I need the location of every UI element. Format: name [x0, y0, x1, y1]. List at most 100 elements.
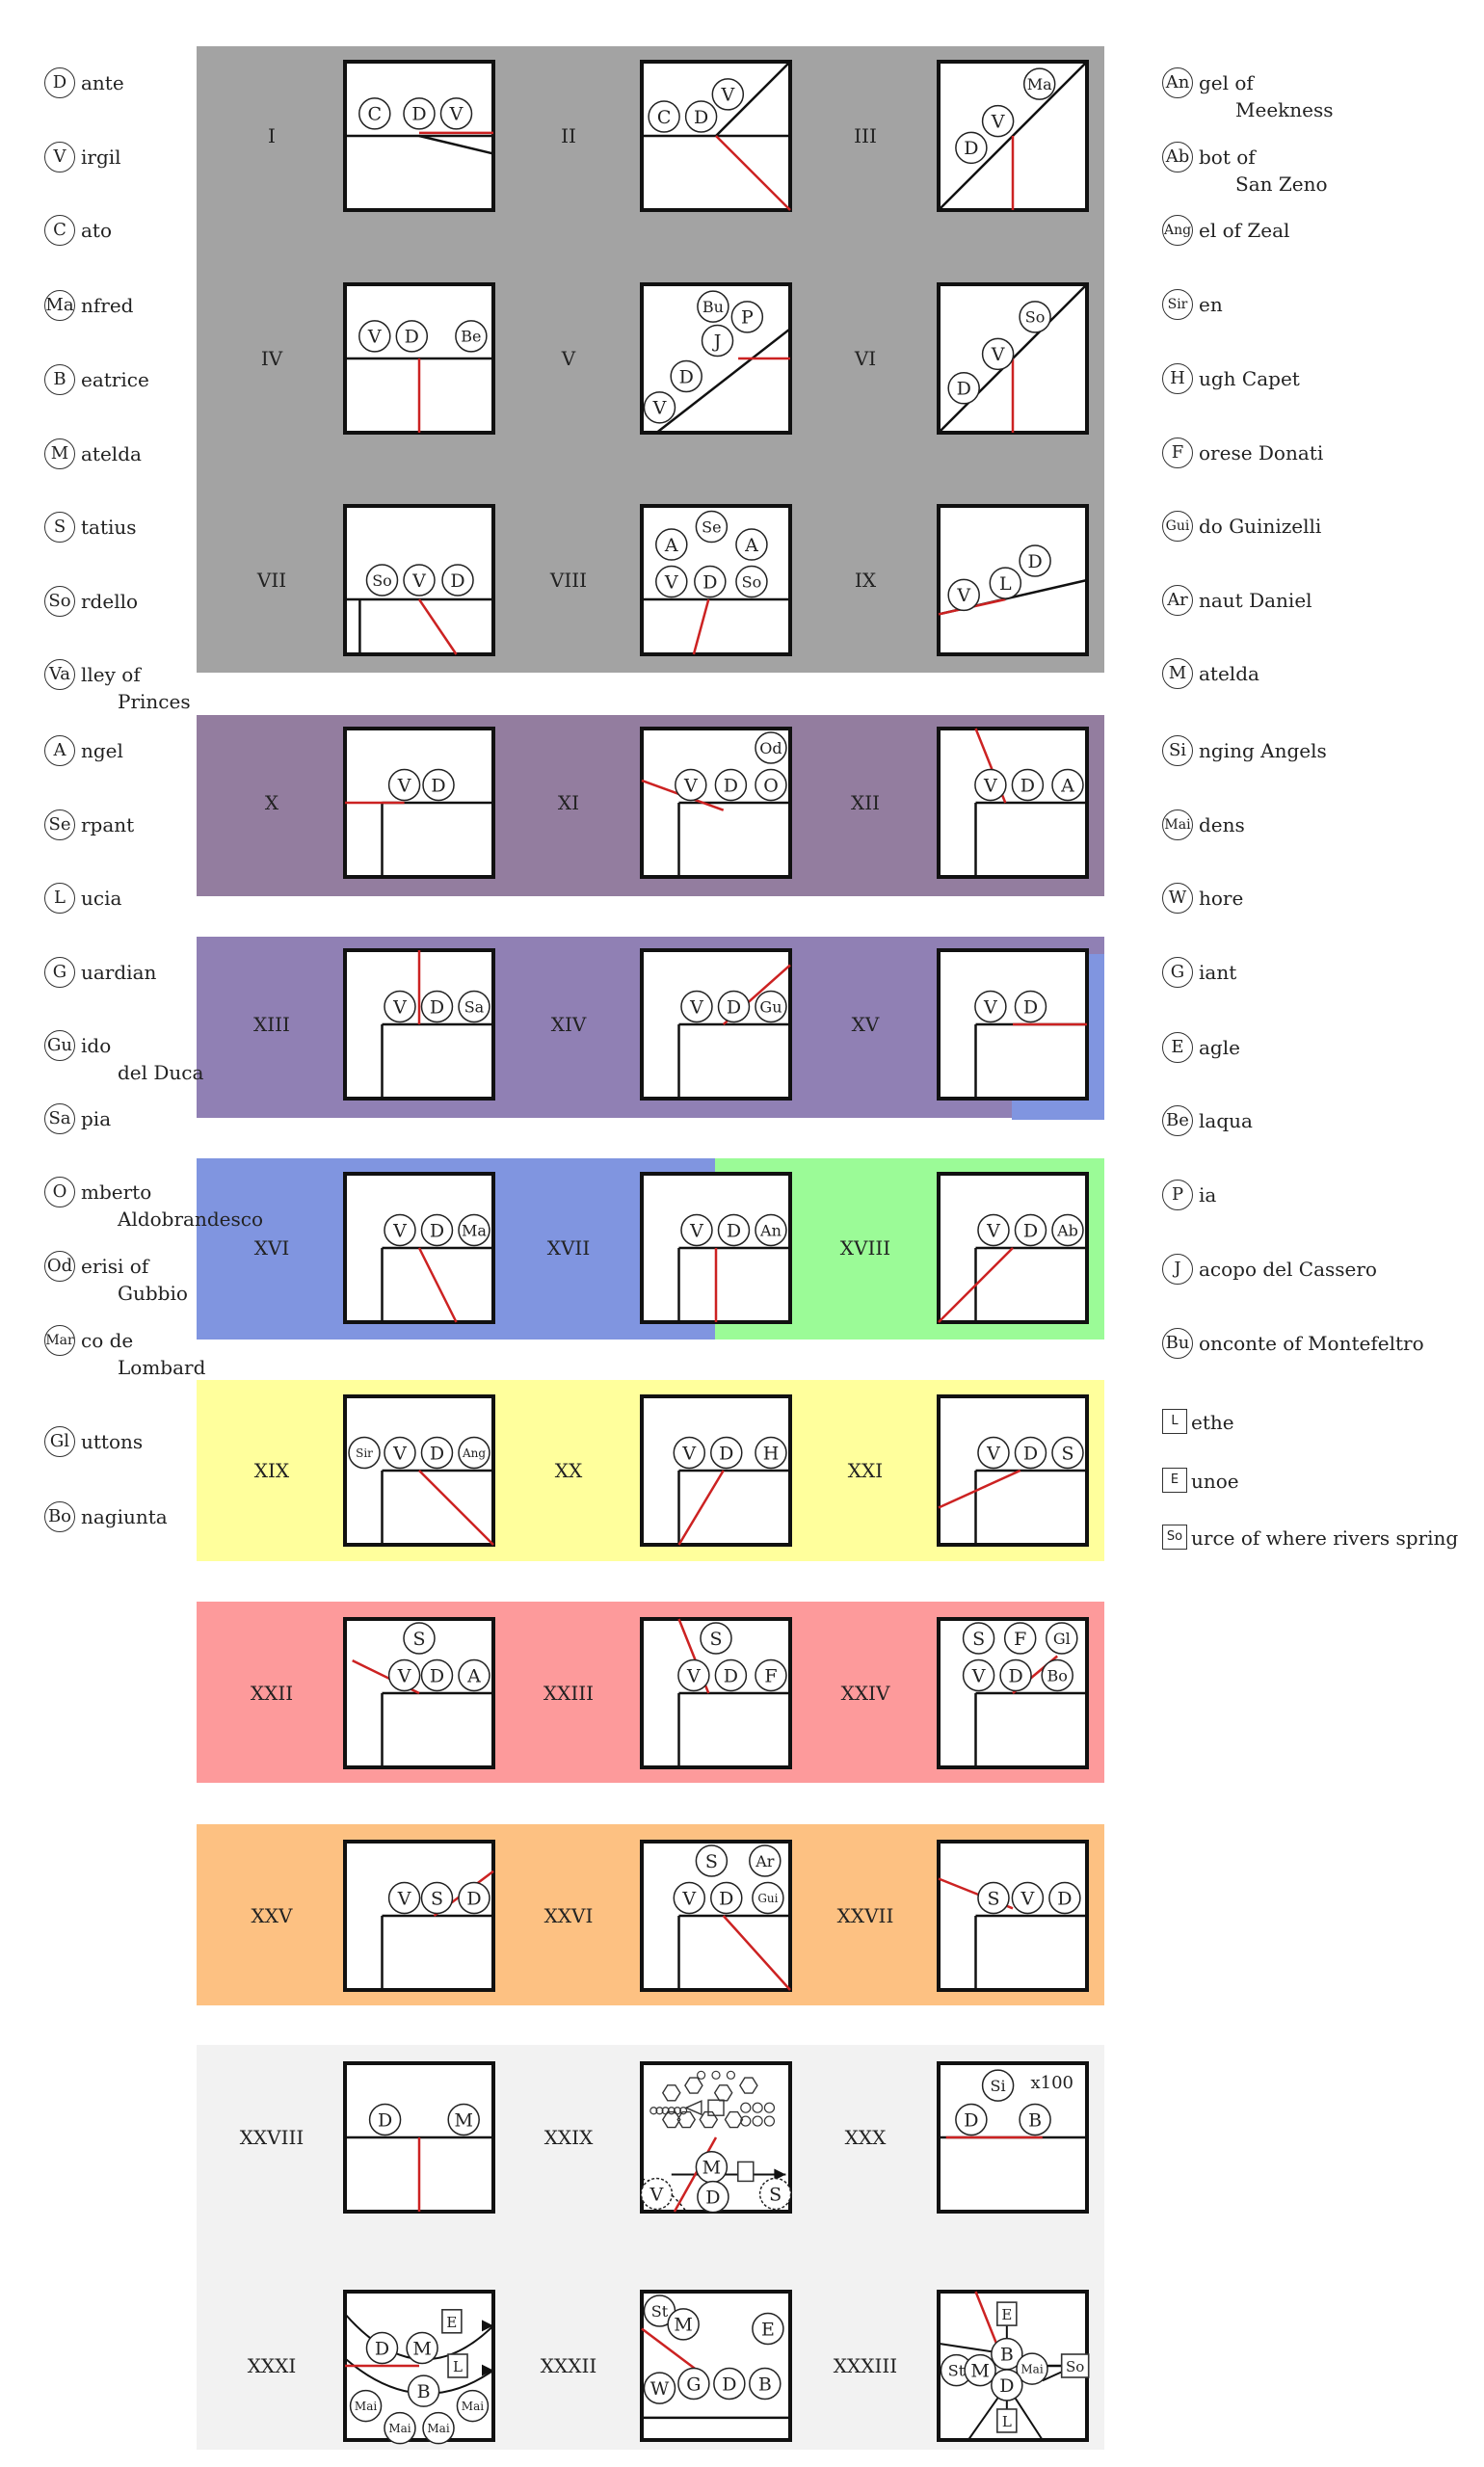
canto-numeral: VII	[256, 569, 286, 592]
canto-panel: XIII V D Sa	[253, 948, 495, 1101]
canto-numeral: XXVI	[544, 1904, 594, 1927]
figure-circle	[403, 97, 436, 130]
figure-label: An	[759, 1221, 782, 1239]
canto-numeral: II	[561, 124, 576, 147]
figure-circle	[407, 2374, 440, 2407]
figure-label: M	[970, 2360, 989, 2381]
figure-label: D	[450, 570, 464, 592]
legend-circle-abbr: Gui	[1162, 511, 1193, 542]
figure-label: Se	[702, 517, 721, 536]
figure-circle	[458, 1213, 490, 1247]
figure-label: V	[411, 570, 426, 592]
canto-panel: XXIII SV D F	[543, 1617, 792, 1769]
legend-circle-abbr: Va	[44, 659, 75, 690]
legend-label-line2: Aldobrandesco	[118, 1207, 263, 1231]
figure-circle	[735, 528, 768, 561]
legend-label: rpant	[81, 813, 135, 836]
square-mark	[737, 2161, 755, 2183]
canto-panel: XXI V D S	[848, 1394, 1089, 1547]
figure-circle	[701, 324, 734, 358]
figure-circle	[384, 1213, 416, 1247]
legend-label: ngel	[81, 739, 123, 762]
canto-numeral: V	[561, 347, 576, 370]
legend-label: rdello	[81, 590, 139, 613]
figure-circle	[455, 320, 488, 353]
canto-numeral: XXXII	[541, 2354, 597, 2377]
legend-circle-abbr: E	[1162, 1032, 1193, 1063]
small-circle-mark	[696, 2070, 706, 2080]
figure-circle	[955, 2103, 988, 2136]
legend-label: unoe	[1191, 1470, 1239, 1493]
figure-label: Gl	[1053, 1630, 1071, 1648]
canto-panel: XII V D A	[851, 727, 1089, 879]
figure-label: D	[679, 366, 694, 387]
river-square-label: E	[446, 2314, 457, 2331]
legend-label-line2: San Zeno	[1235, 172, 1328, 196]
figure-circle	[964, 2353, 996, 2387]
figure-label: A	[466, 1665, 481, 1686]
figure-circle	[1048, 1881, 1081, 1915]
legend-circle-abbr: Mar	[44, 1325, 75, 1356]
legend-label: agle	[1199, 1036, 1240, 1059]
figure-label: F	[1014, 1629, 1026, 1650]
figure-circle	[695, 510, 729, 544]
figure-label: Ma	[1027, 75, 1052, 93]
legend-label: uardian	[81, 961, 157, 984]
legend-label: laqua	[1199, 1109, 1253, 1132]
figure-label: P	[741, 307, 754, 329]
figure-label: D	[411, 104, 426, 125]
canto-panel: XI Od V D O	[558, 727, 792, 879]
figure-circle	[1041, 1658, 1073, 1692]
figure-label: V	[689, 996, 703, 1018]
figure-label: S	[705, 1851, 718, 1872]
figure-circle	[1003, 1622, 1037, 1655]
figure-circle	[714, 768, 748, 802]
legend-circle-abbr: Gl	[44, 1426, 75, 1457]
figure-label: V	[991, 111, 1005, 132]
figure-label: A	[1060, 775, 1074, 796]
legend-label: acopo del Cassero	[1199, 1258, 1377, 1281]
figure-circle	[384, 1436, 416, 1470]
figure-label: D	[957, 379, 971, 400]
figure-label: Gu	[759, 997, 782, 1016]
legend-circle-abbr: Ma	[44, 290, 75, 321]
small-circle-mark	[752, 2115, 763, 2127]
figure-label: V	[983, 996, 997, 1018]
legend-circle-abbr: Si	[1162, 735, 1193, 766]
legend-label: mberto	[81, 1180, 152, 1204]
figure-label: V	[397, 1665, 411, 1686]
figure-circle	[677, 1658, 710, 1692]
figure-label: D	[724, 1665, 738, 1686]
canto-numeral: X	[265, 791, 279, 814]
canto-panel: IV V D Be	[261, 282, 495, 435]
legend-circle-abbr: Mai	[1162, 809, 1193, 840]
legend-circle-abbr: Od	[44, 1251, 75, 1282]
figure-label: Mai	[427, 2422, 449, 2435]
figure-label: D	[694, 107, 708, 128]
triangle-mark	[684, 2100, 702, 2116]
count-note: x100	[1030, 2073, 1073, 2093]
figure-circle	[387, 1881, 421, 1915]
small-circle-mark	[752, 2102, 763, 2113]
legend-label: ante	[81, 71, 124, 94]
legend-label: co de	[81, 1329, 134, 1352]
figure-label: D	[1023, 1220, 1038, 1241]
figure-label: Bo	[1047, 1666, 1068, 1684]
figure-label: V	[956, 585, 970, 606]
figure-circle	[1022, 67, 1056, 100]
figure-circle	[714, 1658, 748, 1692]
legend-label: ato	[81, 219, 113, 242]
figure-circle	[1011, 1881, 1045, 1915]
figure-label: V	[1020, 1888, 1035, 1909]
figure-circle	[456, 2389, 490, 2423]
canto-numeral: XXXI	[248, 2354, 297, 2377]
canto-panel: XXII SV D A	[251, 1617, 495, 1769]
figure-circle	[697, 290, 729, 323]
canto-panel: XV V D	[852, 948, 1089, 1101]
canto-numeral: XXIV	[841, 1682, 890, 1705]
figure-label: D	[466, 1888, 481, 1909]
figure-label: V	[681, 1888, 696, 1909]
canto-numeral: XXI	[848, 1459, 883, 1482]
figure-label: Si	[991, 2077, 1006, 2095]
figure-circle	[717, 990, 751, 1023]
